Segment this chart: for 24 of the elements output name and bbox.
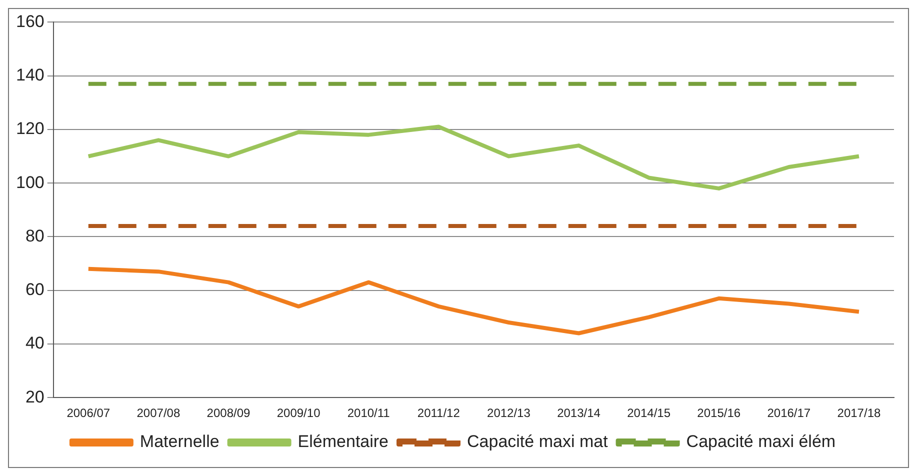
x-tick-label: 2013/14 (557, 406, 601, 420)
y-tick-label: 60 (25, 280, 44, 300)
y-tick-label: 120 (16, 119, 44, 138)
y-tick-label: 140 (16, 66, 44, 85)
x-tick-label: 2009/10 (276, 406, 321, 420)
x-tick-label: 2008/09 (206, 406, 251, 420)
x-tick-label: 2014/15 (627, 406, 671, 420)
x-tick-label: 2006/07 (66, 406, 110, 420)
legend-label: Elémentaire (298, 432, 389, 452)
x-tick-label: 2007/08 (136, 406, 180, 420)
x-tick-label: 2010/11 (347, 406, 390, 420)
legend-label: Maternelle (140, 432, 220, 452)
y-tick-label: 40 (25, 334, 44, 353)
y-tick-label: 160 (16, 12, 44, 31)
x-tick-label: 2016/17 (767, 406, 811, 420)
x-tick-label: 2017/18 (837, 406, 881, 420)
y-tick-label: 80 (25, 226, 44, 246)
x-tick-label: 2011/12 (417, 406, 460, 420)
x-tick-label: 2012/13 (487, 406, 531, 420)
legend-label: Capacité maxi mat (467, 432, 608, 452)
legend-label: Capacité maxi élém (686, 432, 836, 452)
y-tick-label: 100 (16, 172, 44, 192)
x-tick-label: 2015/16 (697, 406, 741, 420)
y-tick-label: 20 (25, 387, 44, 406)
